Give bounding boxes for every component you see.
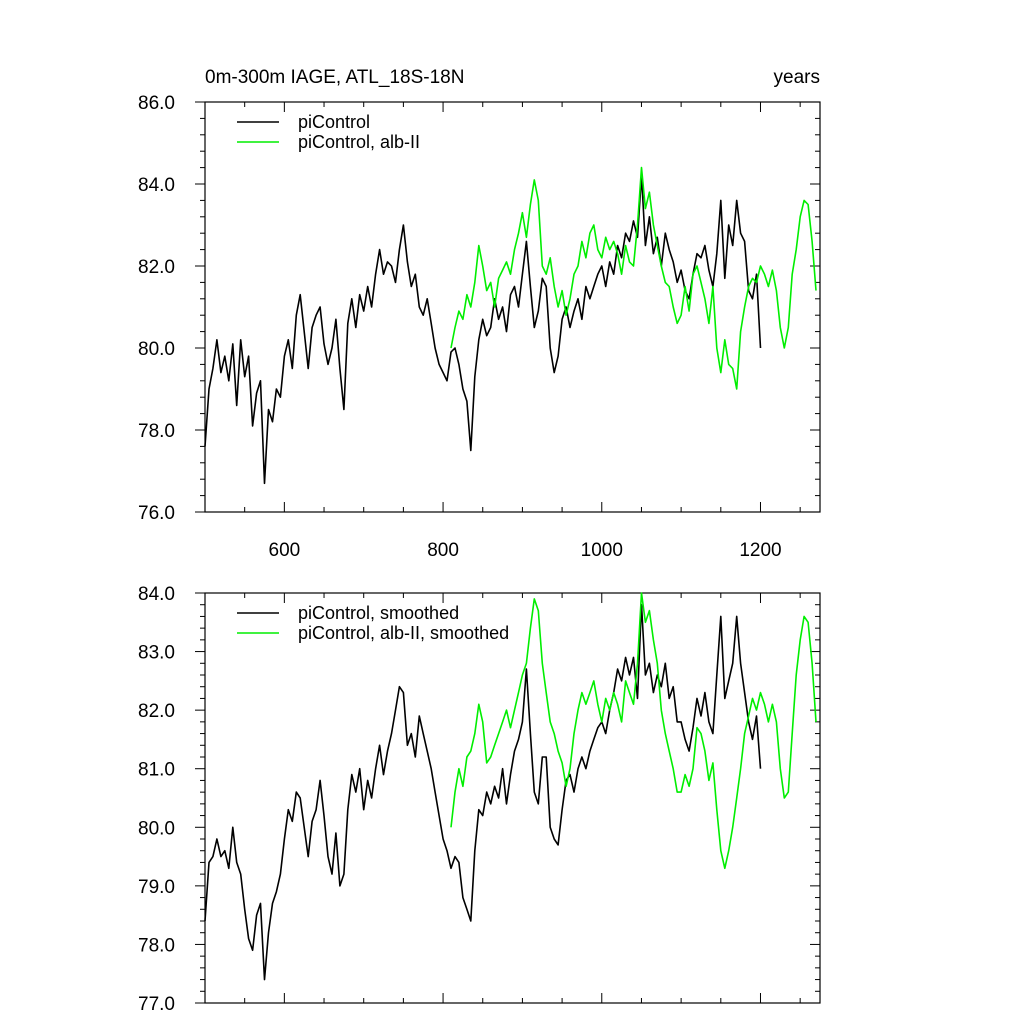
series-line-0 <box>204 175 762 485</box>
x-tick-label: 1200 <box>739 540 781 561</box>
y-tick-label: 80.0 <box>138 818 175 839</box>
x-tick-label: 1000 <box>581 540 623 561</box>
legend-label: piControl, smoothed <box>298 603 459 623</box>
x-tick-label: 800 <box>427 540 459 561</box>
y-tick-label: 78.0 <box>138 421 175 442</box>
series-line-1 <box>450 166 817 390</box>
y-tick-label: 84.0 <box>138 175 175 196</box>
y-tick-label: 81.0 <box>138 760 175 781</box>
y-tick-label: 82.0 <box>138 701 175 722</box>
legend-label: piControl, alb-II, smoothed <box>298 623 509 643</box>
top-panel: 600 800 1000 1200 76.0 78.0 80.0 82.0 84.0 86.0 pi… <box>138 93 821 561</box>
legend-label: piControl <box>298 112 370 132</box>
bottom-panel: 77.0 78.0 79.0 80.0 81.0 82.0 83.0 84.0 piContro… <box>138 584 821 1015</box>
y-tick-label: 77.0 <box>138 994 175 1015</box>
x-tick-label: 600 <box>269 540 301 561</box>
x-units-label: years <box>774 67 820 88</box>
chart-title: 0m-300m IAGE, ATL_18S-18N <box>205 67 464 88</box>
y-tick-label: 83.0 <box>138 643 175 664</box>
legend-label: piControl, alb-II <box>298 132 420 152</box>
series-line-0 <box>204 603 762 981</box>
y-tick-label: 82.0 <box>138 257 175 278</box>
y-tick-label: 84.0 <box>138 584 175 605</box>
series-line-1 <box>450 592 817 870</box>
y-tick-label: 79.0 <box>138 877 175 898</box>
y-tick-label: 80.0 <box>138 339 175 360</box>
plot-frame <box>204 592 821 1004</box>
y-tick-label: 78.0 <box>138 935 175 956</box>
y-tick-label: 86.0 <box>138 93 175 114</box>
y-tick-label: 76.0 <box>138 503 175 524</box>
plot-frame <box>204 101 821 513</box>
